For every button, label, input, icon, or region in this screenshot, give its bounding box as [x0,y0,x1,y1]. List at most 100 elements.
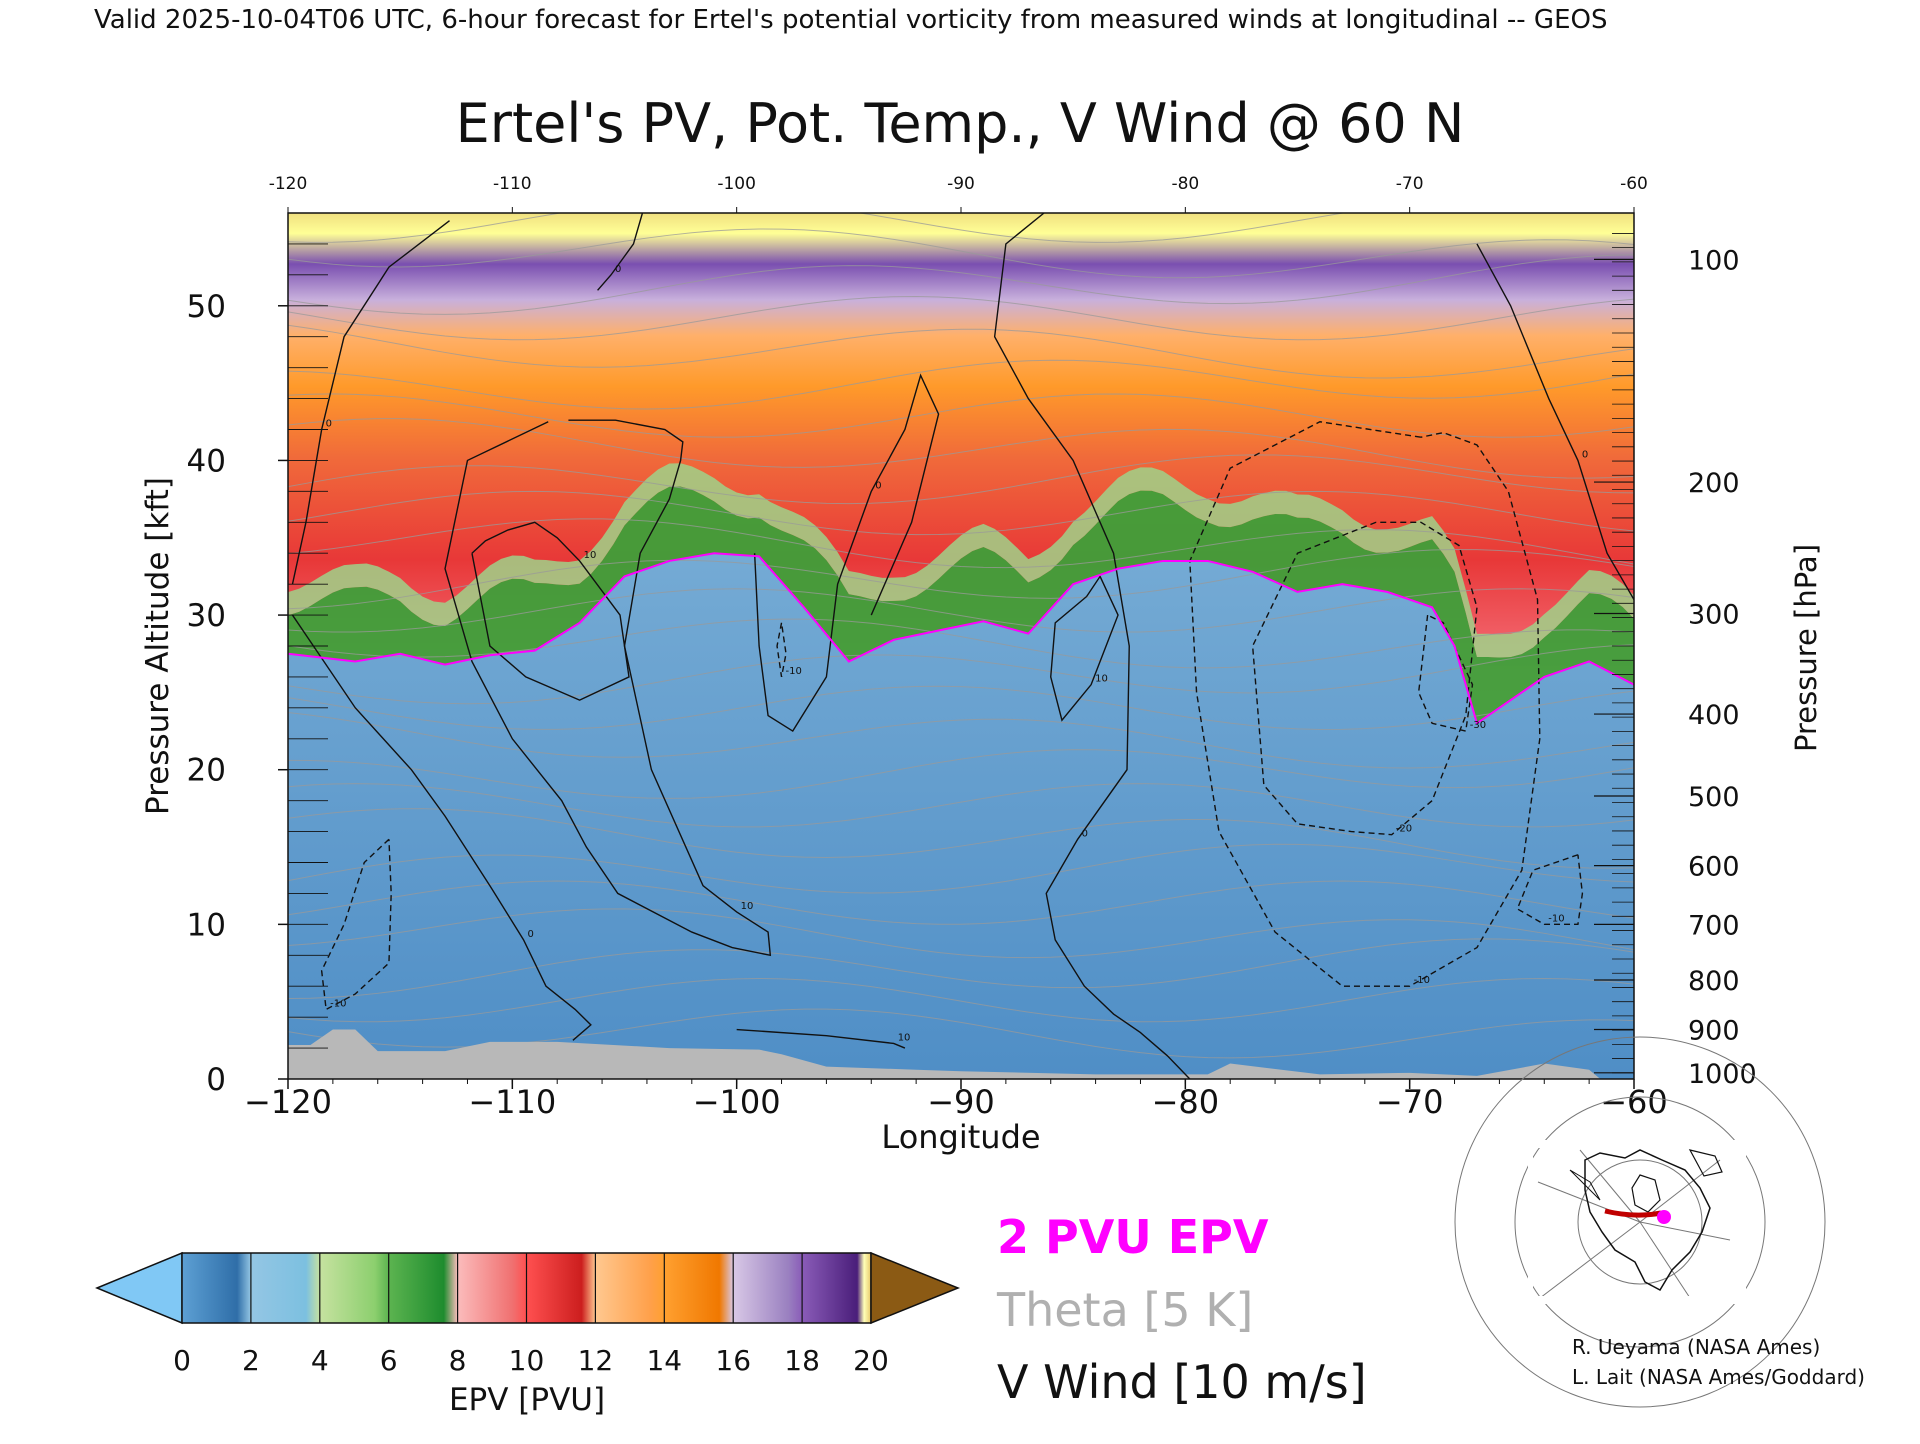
theta-line [288,228,1634,279]
colorbar-label: EPV [PVU] [449,1382,605,1418]
x-top-tick-label: -80 [1171,174,1199,194]
v-wind-contour [597,213,644,291]
credit-line-2: L. Lait (NASA Ames/Goddard) [1572,1365,1865,1389]
v-wind-contour [1516,854,1584,926]
theta-line [288,549,1634,610]
pressure-tick-label: 700 [1688,910,1740,941]
theta-line [288,213,1347,243]
plot-area: 0 0 0 0 0 0 10 10 10 10 -10 -20 -30 -10 -10 -10 [287,212,1635,1080]
colorbar-tick-label: 12 [578,1344,614,1377]
colorbar-tick-label: 10 [509,1344,545,1377]
y-tick-label: 40 [187,443,226,479]
terrain-fill [288,1029,1634,1079]
theta-line [288,685,1634,730]
theta-line [288,749,1634,799]
x-tick-label: −110 [468,1083,556,1121]
colorbar-over-triangle [870,1251,961,1325]
theta-line [288,490,1634,536]
stratosphere-region [288,213,1634,724]
pressure-tick-label: 600 [1688,852,1740,883]
header-text: Valid 2025-10-04T06 UTC, 6-hour forecast… [94,5,1607,35]
x-axis-bottom: −120 −110 −100 −90 −80 −70 −60 [244,1079,1668,1121]
x-tick-label: −100 [693,1083,781,1121]
pressure-tick-label: 500 [1688,782,1740,813]
theta-line [288,783,1634,828]
v-wind-contour-label: 10 [1095,674,1108,685]
v-wind-contour [736,1028,906,1049]
x-tick-label: −90 [927,1083,995,1121]
theta-line [288,418,1634,479]
theta-line [288,938,1634,999]
v-wind-contour [1050,574,1119,722]
v-wind-contour [993,213,1191,1079]
v-wind-contour-label: 0 [528,929,534,940]
stratosphere-fill [288,213,1634,724]
v-wind-contour [320,838,392,1011]
v-wind-contour-label: -20 [1396,824,1412,835]
v-wind-contour [1476,243,1634,600]
colorbar-tick-label: 14 [646,1344,682,1377]
legend-item-vwind: V Wind [10 m/s] [997,1355,1367,1409]
theta-line [288,588,1634,633]
y-tick-label: 0 [206,1062,226,1098]
v-wind-contour-label: -10 [1548,913,1564,924]
colorbar-tick-label: 18 [784,1344,820,1377]
tropopause-green-band [288,463,1634,724]
y-axis-label-left: Pressure Altitude [kft] [140,477,176,815]
colorbar-under-triangle [95,1251,183,1325]
terrain [288,1029,1634,1079]
theta-line [288,254,1634,315]
pressure-tick-label: 900 [1688,1016,1740,1047]
v-wind-contour-label: 0 [615,264,621,275]
pressure-tick-label: 800 [1688,966,1740,997]
light-green-band [288,463,1634,658]
pressure-tick-label: 100 [1688,245,1740,276]
v-wind-contour-label: -10 [786,666,802,677]
theta-line [288,644,1634,705]
theta-line [288,808,1634,869]
v-wind-contour-label: -10 [1414,975,1430,986]
v-wind-contour [776,622,787,678]
x-top-tick-label: -60 [1620,174,1648,194]
theta-line [288,618,1634,669]
colorbar-separators [250,1253,803,1323]
pressure-tick-label: 200 [1688,468,1740,499]
colorbar-tick-label: 2 [242,1344,260,1377]
y-tick-label: 20 [187,753,226,789]
v-wind-contour-label: -10 [330,998,346,1009]
theta-line [288,908,1634,959]
colorbar-tick-label: 8 [449,1344,467,1377]
locator-latitude-line [1604,1208,1662,1218]
x-top-tick-label: -120 [269,174,308,194]
v-wind-contour-label: 0 [1082,828,1088,839]
x-axis-label: Longitude [881,1118,1040,1156]
y-tick-label: 10 [187,907,226,943]
x-top-tick-label: -100 [717,174,756,194]
v-wind-contour [1189,421,1541,987]
y-tick-label: 30 [187,598,226,634]
y-tick-label: 50 [187,289,226,325]
v-wind-contour-label: 0 [875,480,881,491]
x-top-tick-label: -70 [1396,174,1424,194]
y-axis-right: 100 200 300 400 500 600 700 800 900 1000 [1594,233,1757,1090]
pv-2pvu-line [288,552,1634,725]
v-wind-contour [471,521,630,701]
colorbar-ticks: 0 2 4 6 8 10 12 14 16 18 20 [173,1344,889,1377]
locator-marker [1657,1210,1671,1224]
legend-item-pv: 2 PVU EPV [997,1210,1269,1264]
v-wind-contour [291,614,592,1041]
pv-2pvu-contour [288,552,1634,725]
legend-item-theta: Theta [5 K] [996,1283,1253,1337]
theta-contours [288,213,1634,1059]
x-top-tick-label: -90 [947,174,975,194]
v-wind-contour [444,419,772,957]
theta-line [288,843,1634,894]
colorbar-tick-label: 0 [173,1344,191,1377]
colorbar: 0 2 4 6 8 10 12 14 16 18 20 EPV [PVU] [95,1251,961,1418]
theta-line [288,393,1634,438]
x-tick-label: −120 [244,1083,332,1121]
colorbar-tick-label: 20 [853,1344,889,1377]
theta-line [288,454,1634,505]
pressure-tick-label: 1000 [1688,1059,1757,1090]
